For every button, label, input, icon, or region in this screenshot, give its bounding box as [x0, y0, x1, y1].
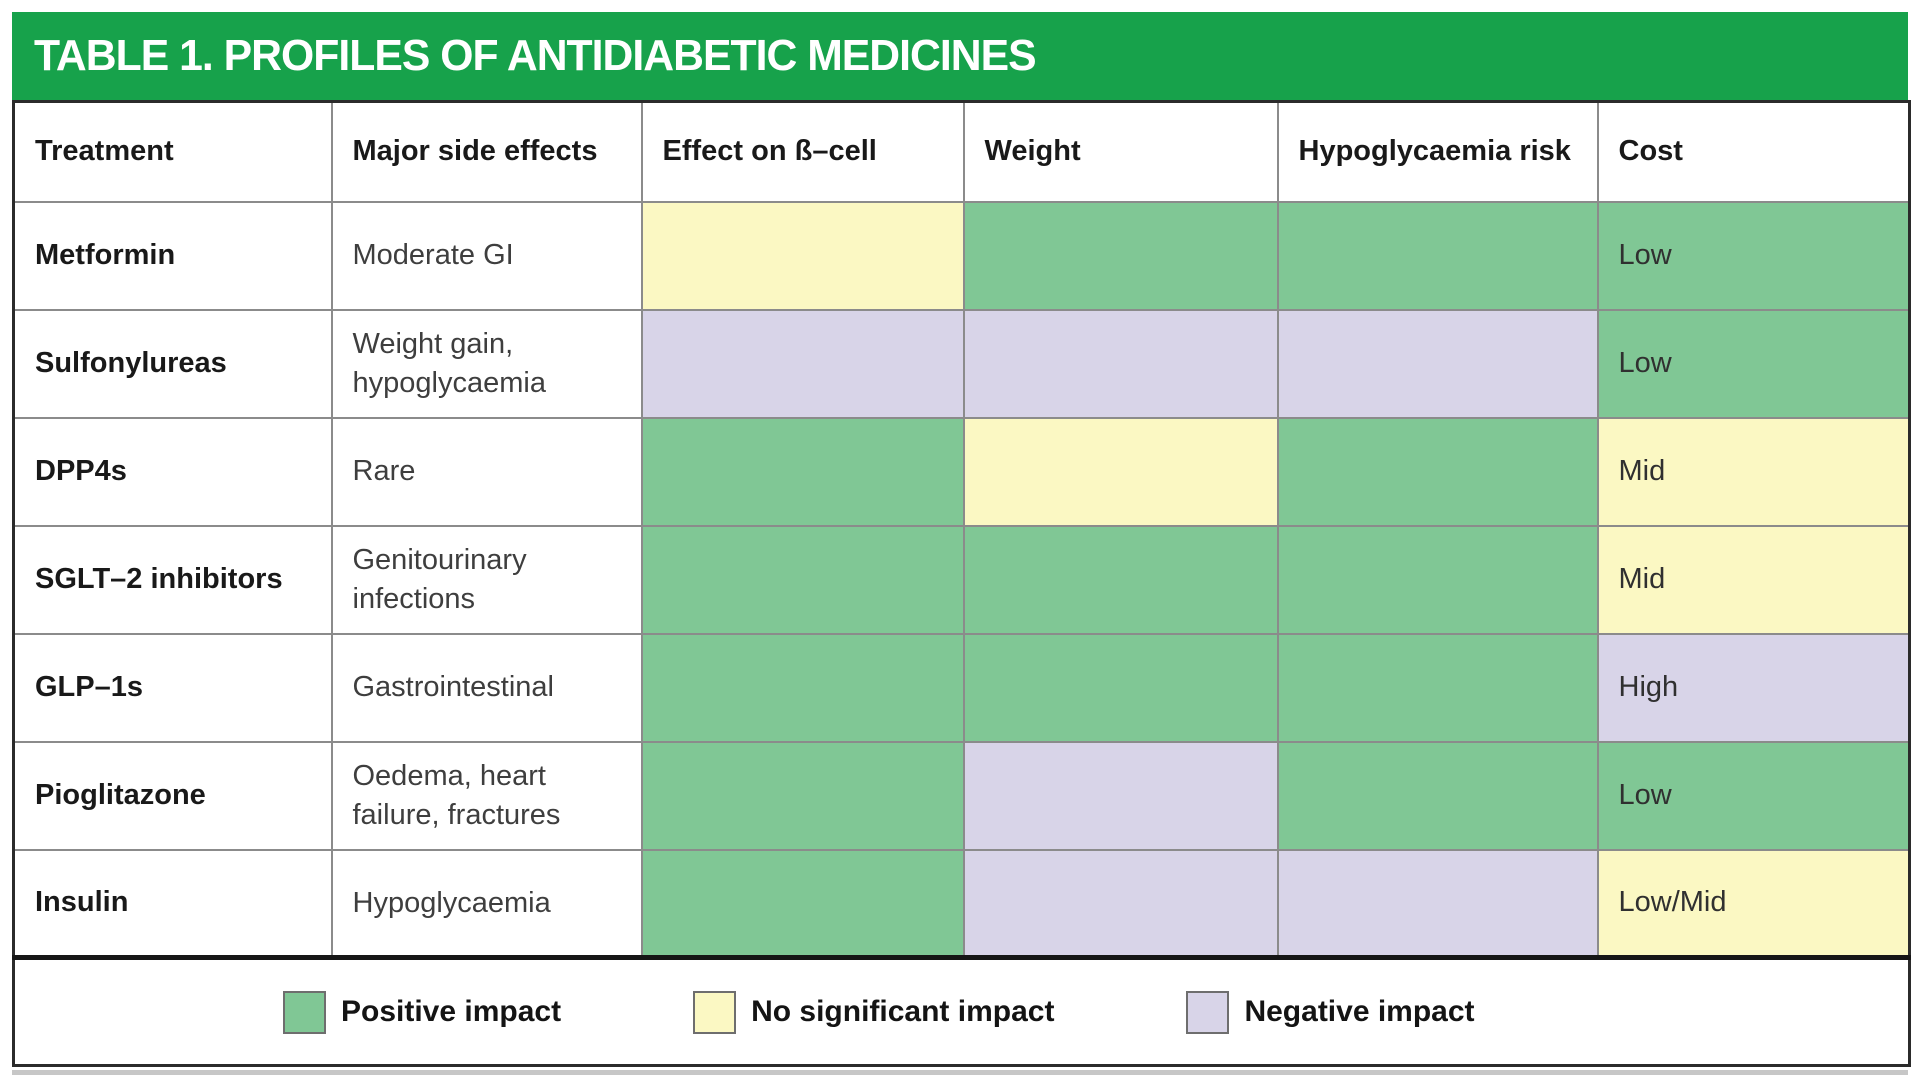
bottom-shadow-bar — [12, 1070, 1908, 1075]
weight-impact-cell — [962, 416, 1279, 527]
beta-cell-impact-cell — [640, 632, 965, 743]
side-effects-value: Rare — [330, 416, 643, 527]
cost-value: High — [1596, 632, 1911, 743]
side-effects-value: Hypoglycaemia — [330, 848, 643, 959]
cost-value: Mid — [1596, 416, 1911, 527]
table-row-pioglitazone: Pioglitazone Oedema, heart failure, frac… — [12, 740, 1911, 851]
beta-cell-impact-cell — [640, 740, 965, 851]
treatment-name: Metformin — [12, 200, 333, 311]
table-row-glp1s: GLP–1s Gastrointestinal High — [12, 632, 1911, 743]
treatment-name: GLP–1s — [12, 632, 333, 743]
cost-value: Low — [1596, 308, 1911, 419]
treatment-name: Insulin — [12, 848, 333, 959]
col-header-weight: Weight — [962, 100, 1279, 203]
beta-cell-impact-cell — [640, 416, 965, 527]
side-effects-value: Oedema, heart failure, fractures — [330, 740, 643, 851]
side-effects-value: Weight gain, hypoglycaemia — [330, 308, 643, 419]
hypo-risk-impact-cell — [1276, 524, 1599, 635]
hypo-risk-impact-cell — [1276, 848, 1599, 959]
legend-cell: Positive impact No significant impact Ne… — [12, 955, 1911, 1067]
table-row-sulfonylureas: Sulfonylureas Weight gain, hypoglycaemia… — [12, 308, 1911, 419]
weight-impact-cell — [962, 848, 1279, 959]
weight-impact-cell — [962, 308, 1279, 419]
cost-value: Low — [1596, 740, 1911, 851]
table-figure: TABLE 1. PROFILES OF ANTIDIABETIC MEDICI… — [12, 12, 1911, 1075]
legend-row: Positive impact No significant impact Ne… — [12, 955, 1911, 1067]
col-header-treatment: Treatment — [12, 100, 333, 203]
weight-impact-cell — [962, 740, 1279, 851]
treatment-name: DPP4s — [12, 416, 333, 527]
weight-impact-cell — [962, 632, 1279, 743]
col-header-hypo-risk: Hypoglycaemia risk — [1276, 100, 1599, 203]
col-header-cost: Cost — [1596, 100, 1911, 203]
beta-cell-impact-cell — [640, 848, 965, 959]
table-row-sglt2-inhibitors: SGLT–2 inhibitors Genitourinary infectio… — [12, 524, 1911, 635]
antidiabetic-medicines-table: Treatment Major side effects Effect on ß… — [12, 100, 1911, 1067]
side-effects-value: Moderate GI — [330, 200, 643, 311]
positive-impact-swatch — [283, 990, 326, 1034]
beta-cell-impact-cell — [640, 200, 965, 311]
table-row-insulin: Insulin Hypoglycaemia Low/Mid — [12, 848, 1911, 959]
hypo-risk-impact-cell — [1276, 308, 1599, 419]
legend: Positive impact No significant impact Ne… — [15, 990, 1908, 1034]
cost-value: Low/Mid — [1596, 848, 1911, 959]
beta-cell-impact-cell — [640, 308, 965, 419]
weight-impact-cell — [962, 200, 1279, 311]
hypo-risk-impact-cell — [1276, 632, 1599, 743]
table-row-dpp4s: DPP4s Rare Mid — [12, 416, 1911, 527]
table-title: TABLE 1. PROFILES OF ANTIDIABETIC MEDICI… — [34, 31, 1037, 80]
legend-item-no-significant: No significant impact — [693, 990, 1055, 1034]
col-header-side-effects: Major side effects — [330, 100, 643, 203]
negative-impact-swatch — [1186, 990, 1230, 1034]
cost-value: Low — [1596, 200, 1911, 311]
legend-label: Negative impact — [1244, 995, 1475, 1028]
side-effects-value: Genitourinary infections — [330, 524, 643, 635]
legend-item-positive: Positive impact — [283, 990, 562, 1034]
cost-value: Mid — [1596, 524, 1911, 635]
no-significant-impact-swatch — [693, 990, 737, 1034]
legend-item-negative: Negative impact — [1186, 990, 1475, 1034]
treatment-name: Pioglitazone — [12, 740, 333, 851]
hypo-risk-impact-cell — [1276, 416, 1599, 527]
header-row: Treatment Major side effects Effect on ß… — [12, 100, 1911, 203]
legend-label: Positive impact — [341, 995, 562, 1028]
treatment-name: Sulfonylureas — [12, 308, 333, 419]
table-title-banner: TABLE 1. PROFILES OF ANTIDIABETIC MEDICI… — [12, 12, 1908, 100]
table-row-metformin: Metformin Moderate GI Low — [12, 200, 1911, 311]
legend-label: No significant impact — [751, 995, 1055, 1028]
beta-cell-impact-cell — [640, 524, 965, 635]
weight-impact-cell — [962, 524, 1279, 635]
side-effects-value: Gastrointestinal — [330, 632, 643, 743]
treatment-name: SGLT–2 inhibitors — [12, 524, 333, 635]
hypo-risk-impact-cell — [1276, 740, 1599, 851]
hypo-risk-impact-cell — [1276, 200, 1599, 311]
col-header-beta-cell: Effect on ß–cell — [640, 100, 965, 203]
